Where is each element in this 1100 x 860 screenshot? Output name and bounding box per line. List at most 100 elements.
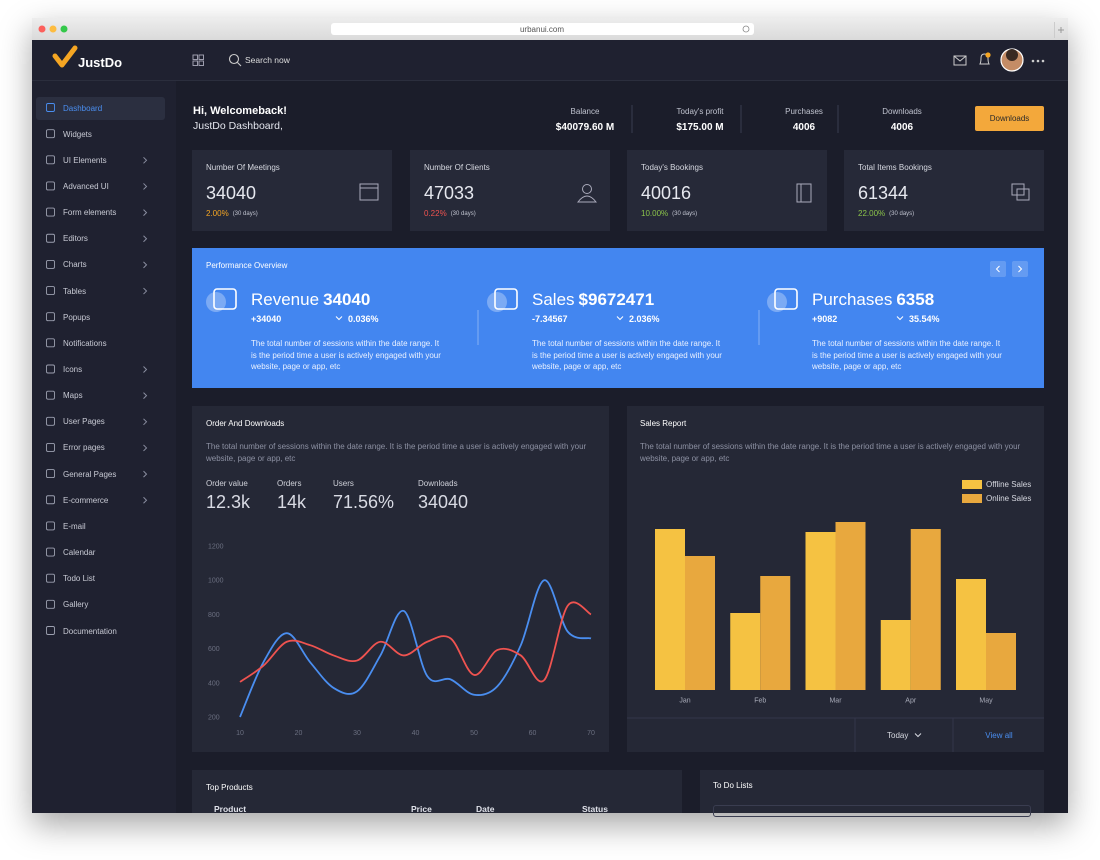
menu-label[interactable]: Maps bbox=[63, 391, 83, 401]
stat-card bbox=[844, 150, 1044, 231]
menu-item[interactable] bbox=[36, 254, 165, 277]
menu-item[interactable] bbox=[36, 542, 165, 565]
metric-value: 71.56% bbox=[333, 492, 395, 512]
metric-value: 12.3k bbox=[206, 492, 251, 512]
menu-label[interactable]: Calendar bbox=[63, 548, 96, 558]
panel-title: Order And Downloads bbox=[206, 419, 285, 428]
menu-label[interactable]: E-commerce bbox=[63, 495, 109, 505]
menu-label[interactable]: Advanced UI bbox=[63, 181, 109, 191]
card-change: 0.22% bbox=[424, 208, 447, 218]
view-all-link[interactable]: View all bbox=[985, 731, 1013, 740]
filter-label[interactable]: Today bbox=[887, 731, 909, 740]
menu-item[interactable] bbox=[36, 228, 165, 251]
menu-label[interactable]: Charts bbox=[63, 260, 87, 270]
menu-item[interactable] bbox=[36, 568, 165, 591]
panel-description: The total number of sessions within the … bbox=[206, 442, 587, 463]
metric-label: Downloads bbox=[418, 479, 458, 488]
menu-label[interactable]: E-mail bbox=[63, 521, 86, 531]
header-bar bbox=[32, 40, 1068, 81]
carousel-button[interactable] bbox=[990, 261, 1006, 277]
overview-label: Revenue bbox=[251, 289, 320, 309]
brand-name: JustDo bbox=[78, 54, 123, 70]
card-change: 2.00% bbox=[206, 208, 229, 218]
menu-item[interactable] bbox=[36, 515, 165, 538]
sidebar bbox=[32, 81, 176, 813]
metric-label: Order value bbox=[206, 479, 248, 488]
summary-value: 4006 bbox=[890, 121, 914, 133]
summary-label: Today's profit bbox=[676, 107, 724, 116]
summary-value: $40079.60 M bbox=[555, 121, 615, 133]
url-bar[interactable] bbox=[331, 23, 754, 35]
card-value: 40016 bbox=[641, 183, 692, 203]
legend-label: Online Sales bbox=[986, 493, 1032, 503]
carousel-button[interactable] bbox=[1012, 261, 1028, 277]
new-tab-button[interactable] bbox=[1054, 22, 1068, 38]
menu-item[interactable] bbox=[36, 306, 165, 329]
menu-label[interactable]: Icons bbox=[63, 365, 83, 374]
column-header: Date bbox=[476, 804, 495, 815]
card-period: (30 days) bbox=[672, 211, 698, 217]
overview-value: $9672471 bbox=[578, 289, 655, 309]
card-change: 22.00% bbox=[858, 208, 886, 218]
panel-title: To Do Lists bbox=[713, 780, 753, 790]
card-value: 34040 bbox=[206, 183, 257, 203]
overview-label: Sales bbox=[532, 289, 575, 309]
legend-label: Offline Sales bbox=[986, 479, 1032, 489]
menu-item[interactable] bbox=[36, 123, 165, 146]
menu-label[interactable]: Editors bbox=[63, 234, 88, 244]
card-value: 61344 bbox=[858, 183, 909, 203]
panel-title: Performance Overview bbox=[206, 261, 288, 270]
card-value: 47033 bbox=[424, 183, 475, 203]
menu-label[interactable]: User Pages bbox=[63, 417, 105, 427]
metric-label: Orders bbox=[277, 479, 302, 488]
menu-label[interactable]: Gallery bbox=[63, 600, 89, 610]
stat-card bbox=[410, 150, 610, 231]
overview-value: 34040 bbox=[323, 289, 371, 309]
menu-item[interactable] bbox=[36, 385, 165, 408]
menu-label[interactable]: Widgets bbox=[63, 129, 92, 139]
menu-label[interactable]: Notifications bbox=[63, 338, 107, 348]
metric-value: 34040 bbox=[418, 492, 469, 512]
menu-item[interactable] bbox=[36, 359, 165, 382]
subtitle: JustDo Dashboard, bbox=[193, 120, 283, 133]
overview-delta: +34040 bbox=[251, 313, 282, 324]
metric-value: 14k bbox=[277, 492, 307, 512]
menu-label[interactable]: Dashboard bbox=[63, 103, 103, 113]
menu-label[interactable]: Tables bbox=[63, 286, 87, 296]
menu-item[interactable] bbox=[36, 280, 165, 303]
column-header: Product bbox=[214, 804, 247, 815]
overview-change: 0.036% bbox=[348, 313, 379, 324]
search-input[interactable]: Search now bbox=[245, 55, 290, 66]
menu-label[interactable]: Popups bbox=[63, 312, 91, 322]
card-period: (30 days) bbox=[232, 211, 258, 217]
menu-label[interactable]: UI Elements bbox=[63, 155, 107, 165]
downloads-button[interactable] bbox=[975, 106, 1044, 131]
overview-value: 6358 bbox=[896, 289, 935, 309]
overview-description: The total number of sessions within the … bbox=[812, 339, 1002, 372]
menu-label[interactable]: Documentation bbox=[63, 626, 117, 636]
menu-item[interactable] bbox=[36, 594, 165, 617]
metric-label: Users bbox=[333, 479, 354, 488]
column-header: Status bbox=[582, 804, 608, 815]
overview-description: The total number of sessions within the … bbox=[251, 339, 441, 372]
overview-label: Purchases bbox=[812, 289, 893, 309]
todo-input[interactable] bbox=[713, 805, 1031, 817]
column-header: Price bbox=[411, 804, 432, 815]
stat-card bbox=[627, 150, 827, 231]
card-title: Total Items Bookings bbox=[858, 162, 932, 172]
menu-label[interactable]: General Pages bbox=[63, 469, 117, 479]
summary-label: Purchases bbox=[785, 107, 823, 116]
menu-label[interactable]: Error pages bbox=[63, 443, 105, 453]
button-label[interactable]: Downloads bbox=[989, 114, 1030, 123]
stat-card bbox=[192, 150, 392, 231]
card-title: Today's Bookings bbox=[641, 162, 704, 172]
menu-label[interactable]: Todo List bbox=[63, 574, 96, 584]
summary-label: Downloads bbox=[882, 107, 922, 116]
page-bottom bbox=[0, 813, 1100, 860]
greeting: Hi, Welcomeback! bbox=[193, 104, 287, 117]
active-menu-bg[interactable] bbox=[36, 97, 165, 120]
overview-delta: +9082 bbox=[812, 313, 838, 324]
summary-value: $175.00 M bbox=[676, 121, 724, 133]
menu-label[interactable]: Form elements bbox=[63, 208, 117, 218]
